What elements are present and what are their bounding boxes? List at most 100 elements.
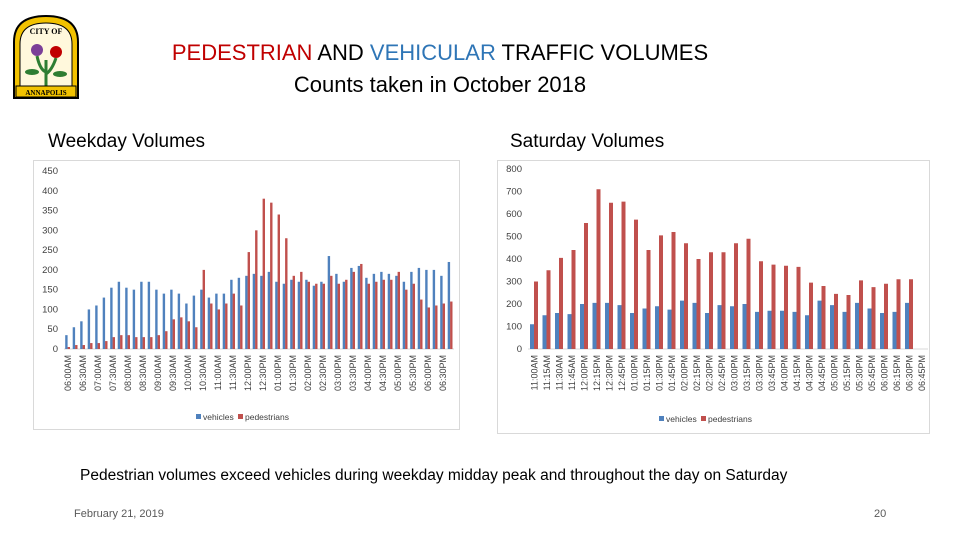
bar-pedestrians-12:15PM [596,189,601,349]
bar-vehicles-02:30PM [705,313,709,349]
bar-vehicles-01:15PM [282,283,286,349]
bar-vehicles-03:30PM [350,267,353,349]
bar-pedestrians-06:00PM [427,307,430,349]
bar-pedestrians-06:30PM [442,303,445,349]
footer-date: February 21, 2019 [74,508,164,520]
bar-pedestrians-04:15PM [375,281,378,349]
x-tick-label: 03:30PM [754,355,764,391]
bar-vehicles-03:30PM [755,311,759,349]
weekday-chart-label: Weekday Volumes [48,131,206,152]
bar-vehicles-07:45AM [117,281,121,349]
bar-pedestrians-11:30AM [559,257,563,349]
bar-pedestrians-03:30PM [759,261,763,349]
bar-vehicles-09:15AM [162,293,166,349]
weekday-chart: 0 50 100 150 200 250 300 350 400 450 06:00AM 06:30A… [33,160,460,430]
x-tick-label: 05:30PM [854,355,864,391]
bar-pedestrians-04:00PM [784,265,788,349]
bar-pedestrians-06:15PM [435,305,438,349]
bar-vehicles-01:45PM [667,309,672,349]
x-tick-label: 07:00AM [93,355,103,391]
bar-pedestrians-02:45PM [330,275,333,349]
x-tick-label: 04:30PM [804,355,814,391]
bar-pedestrians-09:45AM [180,317,183,349]
y-tick-label: 100 [506,322,522,333]
x-tick-label: 11:45AM [567,355,577,390]
bar-pedestrians-12:30PM [262,198,265,349]
y-tick-label: 400 [42,186,58,197]
x-tick-label: 04:45PM [817,355,827,391]
bar-vehicles-02:00PM [305,279,308,349]
y-tick-label: 100 [42,304,58,315]
x-tick-label: 04:30PM [378,355,388,391]
x-tick-label: 09:00AM [153,355,163,391]
x-tick-label: 06:15PM [892,355,902,391]
bar-vehicles-01:30PM [290,279,293,349]
bar-vehicles-03:15PM [742,304,747,349]
logo-text-bottom: ANNAPOLIS [25,89,66,97]
bar-pedestrians-04:30PM [382,279,385,349]
bar-vehicles-01:30PM [655,306,659,349]
bar-pedestrians-06:30AM [82,345,85,349]
bar-pedestrians-12:45PM [270,202,273,349]
bar-pedestrians-01:00PM [277,214,280,349]
bar-vehicles-09:45AM [177,293,181,349]
x-tick-label: 02:30PM [318,355,328,391]
bar-pedestrians-04:15PM [796,266,801,349]
x-tick-label: 06:30PM [904,355,914,391]
bar-pedestrians-05:00PM [397,271,400,349]
x-tick-label: 02:15PM [692,355,702,391]
x-tick-label: 06:00PM [423,355,433,391]
bar-vehicles-06:00PM [880,313,884,349]
bar-pedestrians-03:45PM [771,264,776,349]
x-tick-label: 12:30PM [258,355,268,391]
x-tick-label: 06:30PM [438,355,448,391]
bar-vehicles-12:30PM [260,275,263,349]
legend-swatch-pedestrians [701,416,706,421]
x-tick-label: 03:30PM [348,355,358,391]
bar-vehicles-11:15AM [222,293,226,349]
bar-vehicles-05:45PM [867,308,872,349]
bar-pedestrians-01:30PM [292,275,295,349]
bar-vehicles-04:45PM [817,300,822,349]
x-tick-label: 03:15PM [742,355,752,391]
bar-pedestrians-05:45PM [871,287,876,349]
bar-pedestrians-05:00PM [834,293,838,349]
bar-pedestrians-12:30PM [609,202,613,349]
bar-vehicles-02:15PM [312,285,316,349]
bar-pedestrians-11:30AM [232,293,235,349]
bar-pedestrians-06:45PM [450,301,453,349]
x-tick-label: 02:30PM [704,355,714,391]
bar-pedestrians-03:45PM [360,263,363,349]
bar-vehicles-09:30AM [170,289,173,349]
bar-vehicles-04:30PM [380,271,383,349]
x-tick-label: 07:30AM [108,355,118,391]
bar-pedestrians-11:45AM [240,305,243,349]
bar-vehicles-07:00AM [95,305,98,349]
bar-pedestrians-07:00AM [97,343,100,349]
bar-vehicles-04:45PM [387,273,391,349]
bar-vehicles-08:30AM [140,281,143,349]
y-tick-label: 250 [42,245,58,256]
bar-pedestrians-10:15AM [195,327,198,349]
x-tick-label: 06:45PM [917,355,927,391]
x-tick-label: 12:00PM [579,355,589,391]
bar-vehicles-06:30PM [440,275,443,349]
title-traffic-volumes: TRAFFIC VOLUMES [495,40,709,65]
legend-label-vehicles: vehicles [666,414,697,424]
bar-pedestrians-03:15PM [746,238,751,349]
slide-subtitle: Counts taken in October 2018 [293,72,587,97]
bar-vehicles-03:00PM [335,273,338,349]
bar-pedestrians-02:45PM [721,252,726,349]
page-number: 20 [874,508,887,520]
x-tick-label: 01:00PM [273,355,283,391]
bar-pedestrians-02:00PM [307,281,310,349]
bar-vehicles-06:45AM [87,309,91,349]
x-tick-label: 11:30AM [554,355,564,390]
bar-vehicles-12:30PM [605,302,609,349]
slide-caption: Pedestrian volumes exceed vehicles durin… [80,467,788,484]
bar-vehicles-04:00PM [780,310,784,349]
y-tick-label: 150 [42,285,58,296]
bar-pedestrians-04:00PM [367,283,370,349]
bar-vehicles-05:45PM [417,267,421,349]
